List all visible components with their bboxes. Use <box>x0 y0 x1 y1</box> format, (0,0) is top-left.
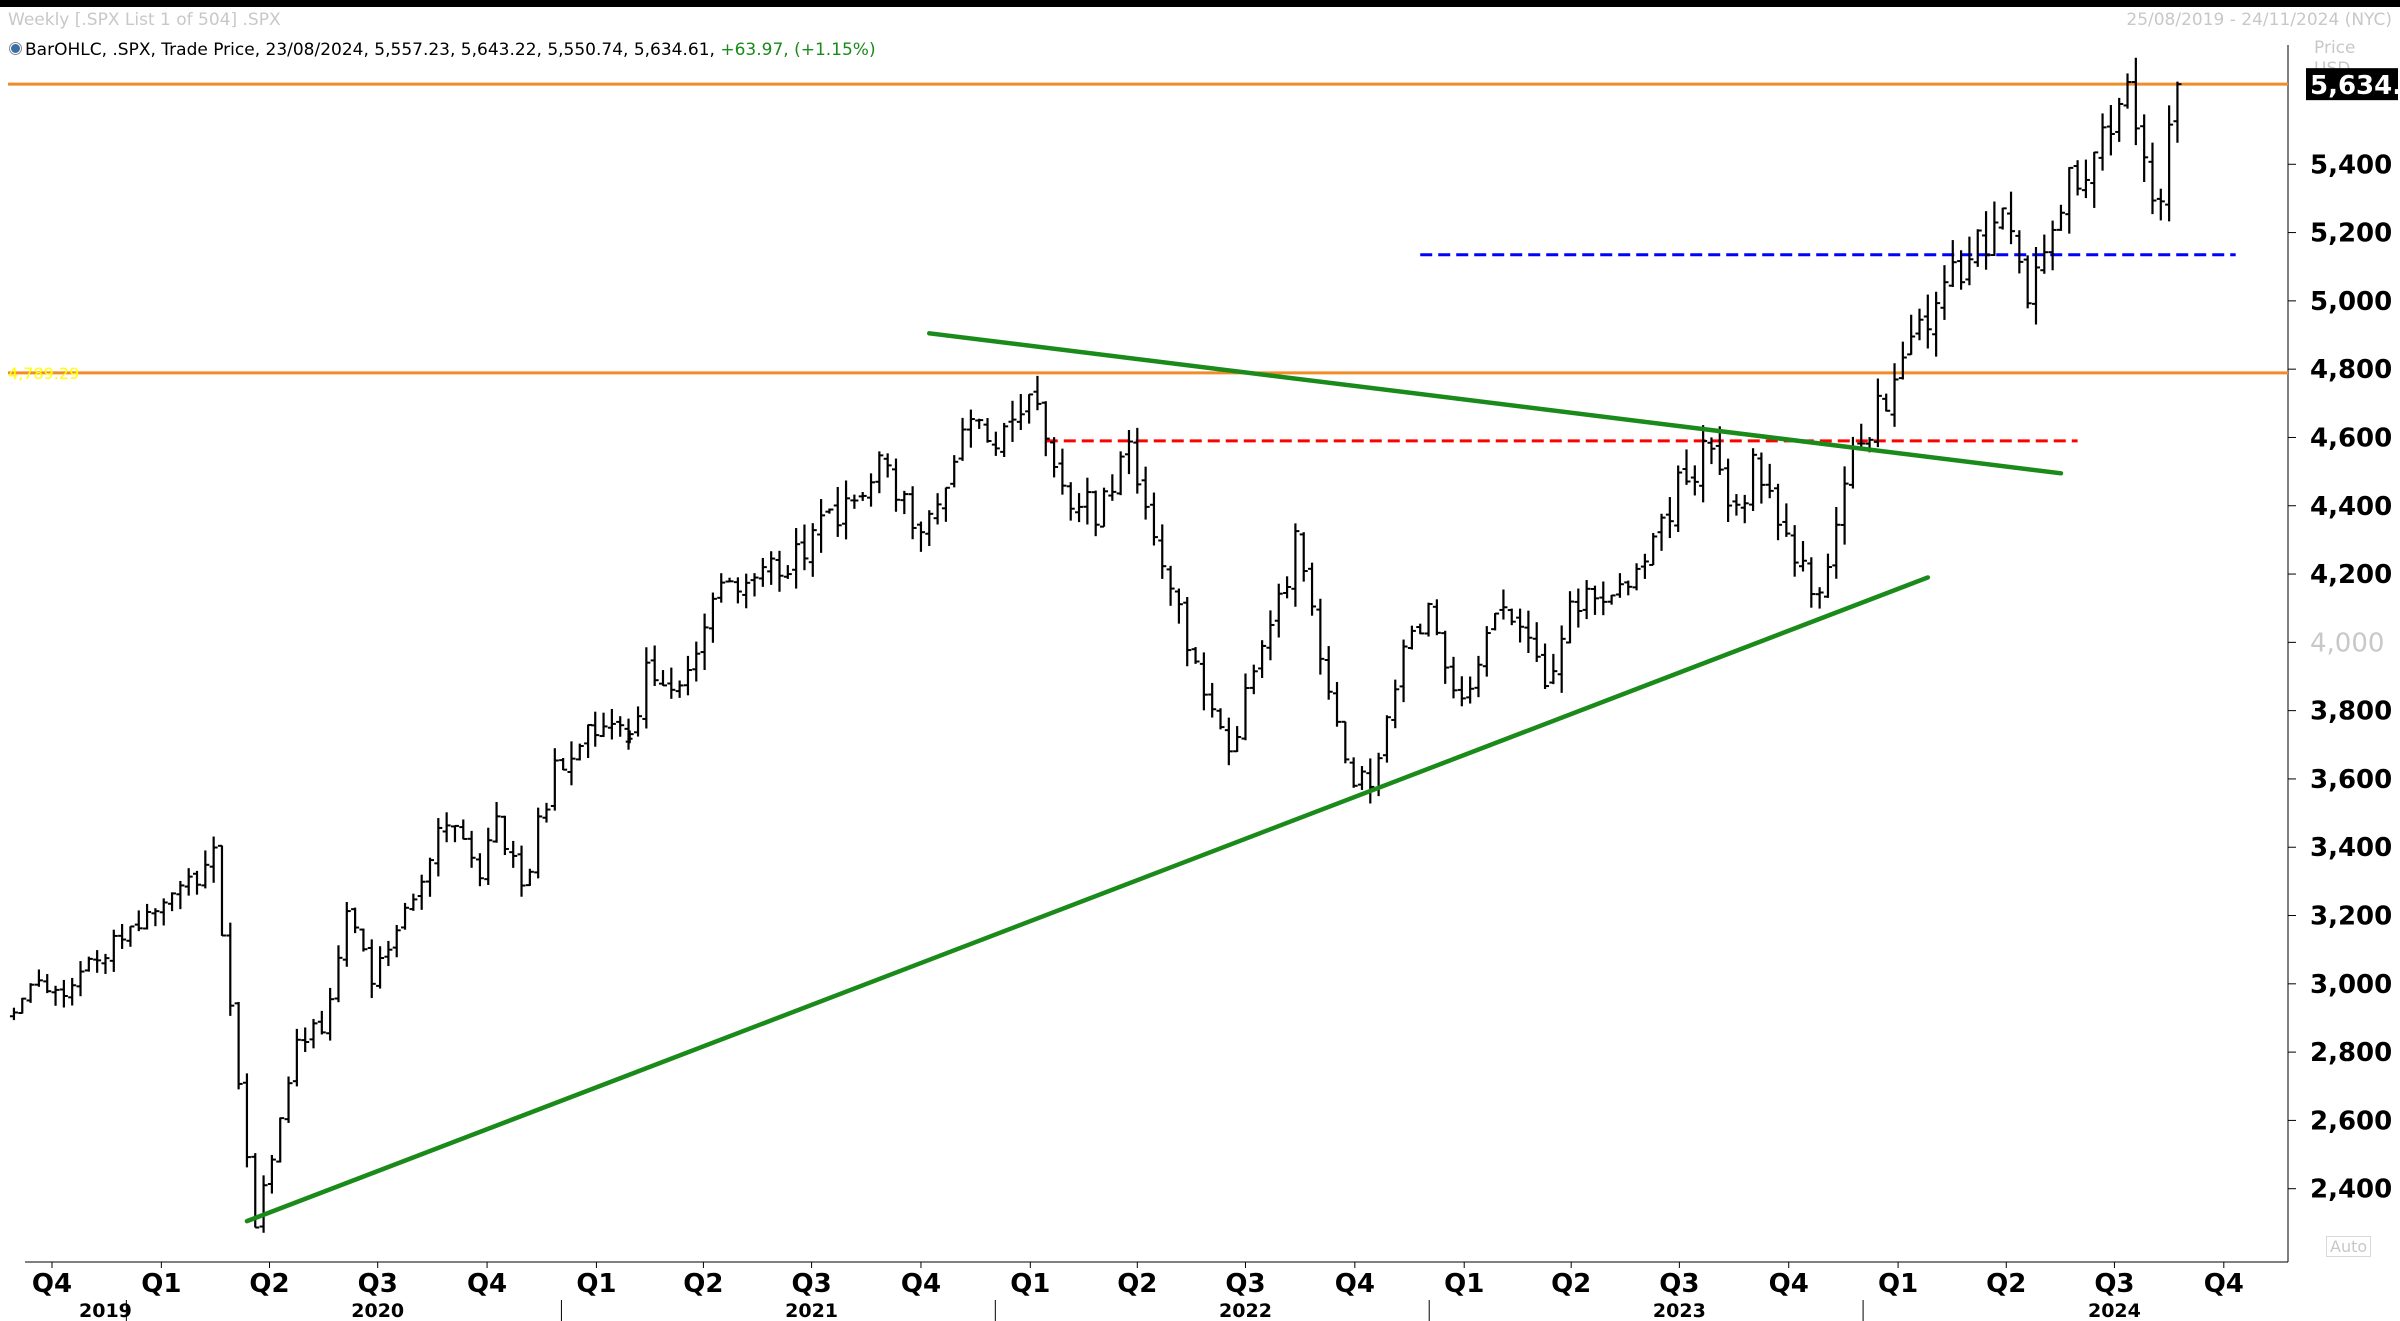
quarter-label: Q1 <box>141 1269 181 1299</box>
y-tick-label: 5,200 <box>2310 219 2392 249</box>
legend-values: BarOHLC, .SPX, Trade Price, 23/08/2024, … <box>25 40 715 60</box>
quarter-label: Q2 <box>1551 1269 1591 1299</box>
y-tick-label: 5,000 <box>2310 287 2392 317</box>
quarter-label: Q1 <box>1878 1269 1918 1299</box>
year-label: 2020 <box>351 1300 404 1321</box>
quarter-label: Q4 <box>1769 1269 1809 1299</box>
y-tick-label: 2,800 <box>2310 1038 2392 1068</box>
quarter-label: Q3 <box>1225 1269 1265 1299</box>
y-tick-label: 3,000 <box>2310 970 2392 1000</box>
y-tick-label: 3,800 <box>2310 697 2392 727</box>
y-tick-label: 4,800 <box>2310 355 2392 385</box>
chart-title: Weekly [.SPX List 1 of 504] .SPX <box>8 10 281 30</box>
quarter-label: Q1 <box>1444 1269 1484 1299</box>
y-tick-label: 2,600 <box>2310 1106 2392 1136</box>
quarter-label: Q3 <box>2094 1269 2134 1299</box>
quarter-label: Q4 <box>901 1269 941 1299</box>
year-label: 2019 <box>79 1300 132 1321</box>
quarter-label: Q2 <box>249 1269 289 1299</box>
y-tick-label: 4,000 <box>2310 628 2384 658</box>
quarter-label: Q1 <box>1010 1269 1050 1299</box>
year-label: 2024 <box>2088 1300 2141 1321</box>
quarter-label: Q2 <box>1117 1269 1157 1299</box>
quarter-label: Q2 <box>1986 1269 2026 1299</box>
price-caption: Price <box>2314 38 2356 58</box>
support-trendline <box>244 575 1931 1224</box>
quarter-label: Q4 <box>1335 1269 1375 1299</box>
quarter-label: Q3 <box>358 1269 398 1299</box>
quarter-label: Q3 <box>791 1269 831 1299</box>
auto-scale-button[interactable]: Auto <box>2326 1236 2372 1257</box>
current-price-tag <box>2306 68 2398 101</box>
y-tick-label: 5,400 <box>2310 150 2392 180</box>
y-tick-label: 3,200 <box>2310 902 2392 932</box>
date-range: 25/08/2019 - 24/11/2024 (NYC) <box>2126 10 2392 30</box>
current-price-label: 5,634. <box>2310 71 2400 101</box>
y-tick-label: 4,400 <box>2310 492 2392 522</box>
y-tick-label: 4,600 <box>2310 423 2392 453</box>
y-tick-label: 3,400 <box>2310 833 2392 863</box>
year-label: 2021 <box>785 1300 838 1321</box>
top-border <box>0 0 2400 7</box>
series-legend[interactable]: BarOHLC, .SPX, Trade Price, 23/08/2024, … <box>10 40 876 60</box>
quarter-label: Q4 <box>467 1269 507 1299</box>
quarter-label: Q1 <box>576 1269 616 1299</box>
quarter-label: Q3 <box>1659 1269 1699 1299</box>
y-tick-label: 4,200 <box>2310 560 2392 590</box>
quarter-label: Q4 <box>32 1269 72 1299</box>
year-label: 2022 <box>1219 1300 1272 1321</box>
series-color-icon <box>10 43 21 54</box>
quarter-label: Q4 <box>2204 1269 2244 1299</box>
resistance-trendline <box>927 331 2064 476</box>
level-label: 4,789.29 <box>8 364 79 383</box>
y-tick-label: 3,600 <box>2310 765 2392 795</box>
legend-change: +63.97, (+1.15%) <box>720 40 876 60</box>
quarter-label: Q2 <box>683 1269 723 1299</box>
y-tick-label: 2,400 <box>2310 1175 2392 1205</box>
year-label: 2023 <box>1653 1300 1706 1321</box>
